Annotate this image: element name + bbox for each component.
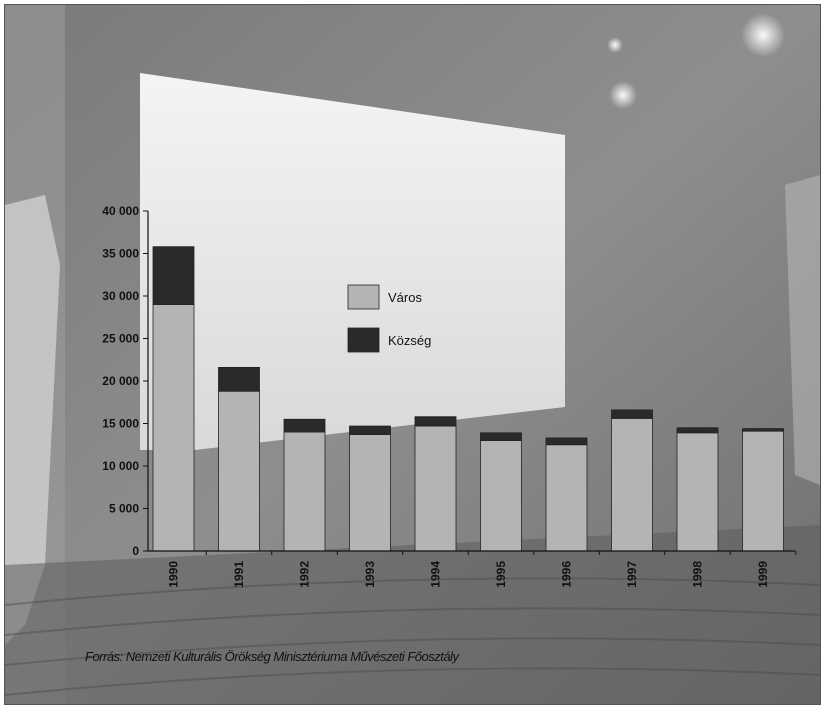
- bar-varos: [152, 304, 195, 552]
- legend-swatch-kozseg: [347, 327, 380, 353]
- x-tick-label: 1996: [560, 561, 574, 588]
- x-tick-label: 1999: [756, 561, 770, 588]
- bar-kozseg: [218, 366, 260, 392]
- bar-varos: [349, 434, 391, 552]
- y-tick-label: 15 000: [102, 417, 139, 431]
- y-tick-label: 10 000: [102, 459, 139, 473]
- bar-varos: [545, 444, 588, 552]
- x-tick-label: 1993: [363, 561, 377, 588]
- legend-label-kozseg: Község: [388, 333, 431, 348]
- legend-label-varos: Város: [388, 290, 422, 305]
- y-tick-label: 20 000: [102, 374, 139, 388]
- bar-varos: [283, 431, 326, 552]
- x-tick-label: 1995: [494, 561, 508, 588]
- y-tick-label: 40 000: [102, 204, 139, 218]
- y-tick-label: 0: [132, 544, 139, 558]
- chart-frame: 40 000 35 000 30 000 25 000 20 000 15 000 10 0…: [4, 4, 821, 705]
- y-tick-label: 5 000: [109, 502, 139, 516]
- bar-kozseg: [480, 432, 522, 441]
- x-tick-label: 1990: [167, 561, 181, 588]
- bar-kozseg: [152, 246, 195, 305]
- source-note: Forrás: Nemzeti Kulturális Örökség Minis…: [85, 649, 459, 664]
- bar-varos: [611, 417, 653, 552]
- cinema-background-image: [5, 5, 820, 704]
- x-tick-label: 1992: [298, 561, 312, 588]
- bar-varos: [676, 432, 719, 552]
- x-tick-label: 1998: [691, 561, 705, 588]
- y-tick-label: 35 000: [102, 247, 139, 261]
- x-tick-label: 1991: [232, 561, 246, 588]
- bar-kozseg: [349, 425, 391, 435]
- bar-varos: [218, 390, 260, 552]
- bar-kozseg: [742, 428, 784, 432]
- bar-varos: [742, 430, 784, 552]
- x-tick-label: 1997: [625, 561, 639, 588]
- bar-kozseg: [414, 416, 457, 427]
- x-tick-label: 1994: [429, 561, 443, 588]
- legend-swatch-varos: [347, 284, 380, 310]
- bar-kozseg: [611, 409, 653, 419]
- bar-kozseg: [676, 427, 719, 434]
- bar-kozseg: [283, 418, 326, 433]
- bar-varos: [414, 425, 457, 552]
- bar-chart: 40 000 35 000 30 000 25 000 20 000 15 000 10 0…: [102, 204, 797, 588]
- y-tick-label: 25 000: [102, 332, 139, 346]
- bar-varos: [480, 440, 522, 552]
- y-tick-label: 30 000: [102, 289, 139, 303]
- bar-kozseg: [545, 437, 588, 446]
